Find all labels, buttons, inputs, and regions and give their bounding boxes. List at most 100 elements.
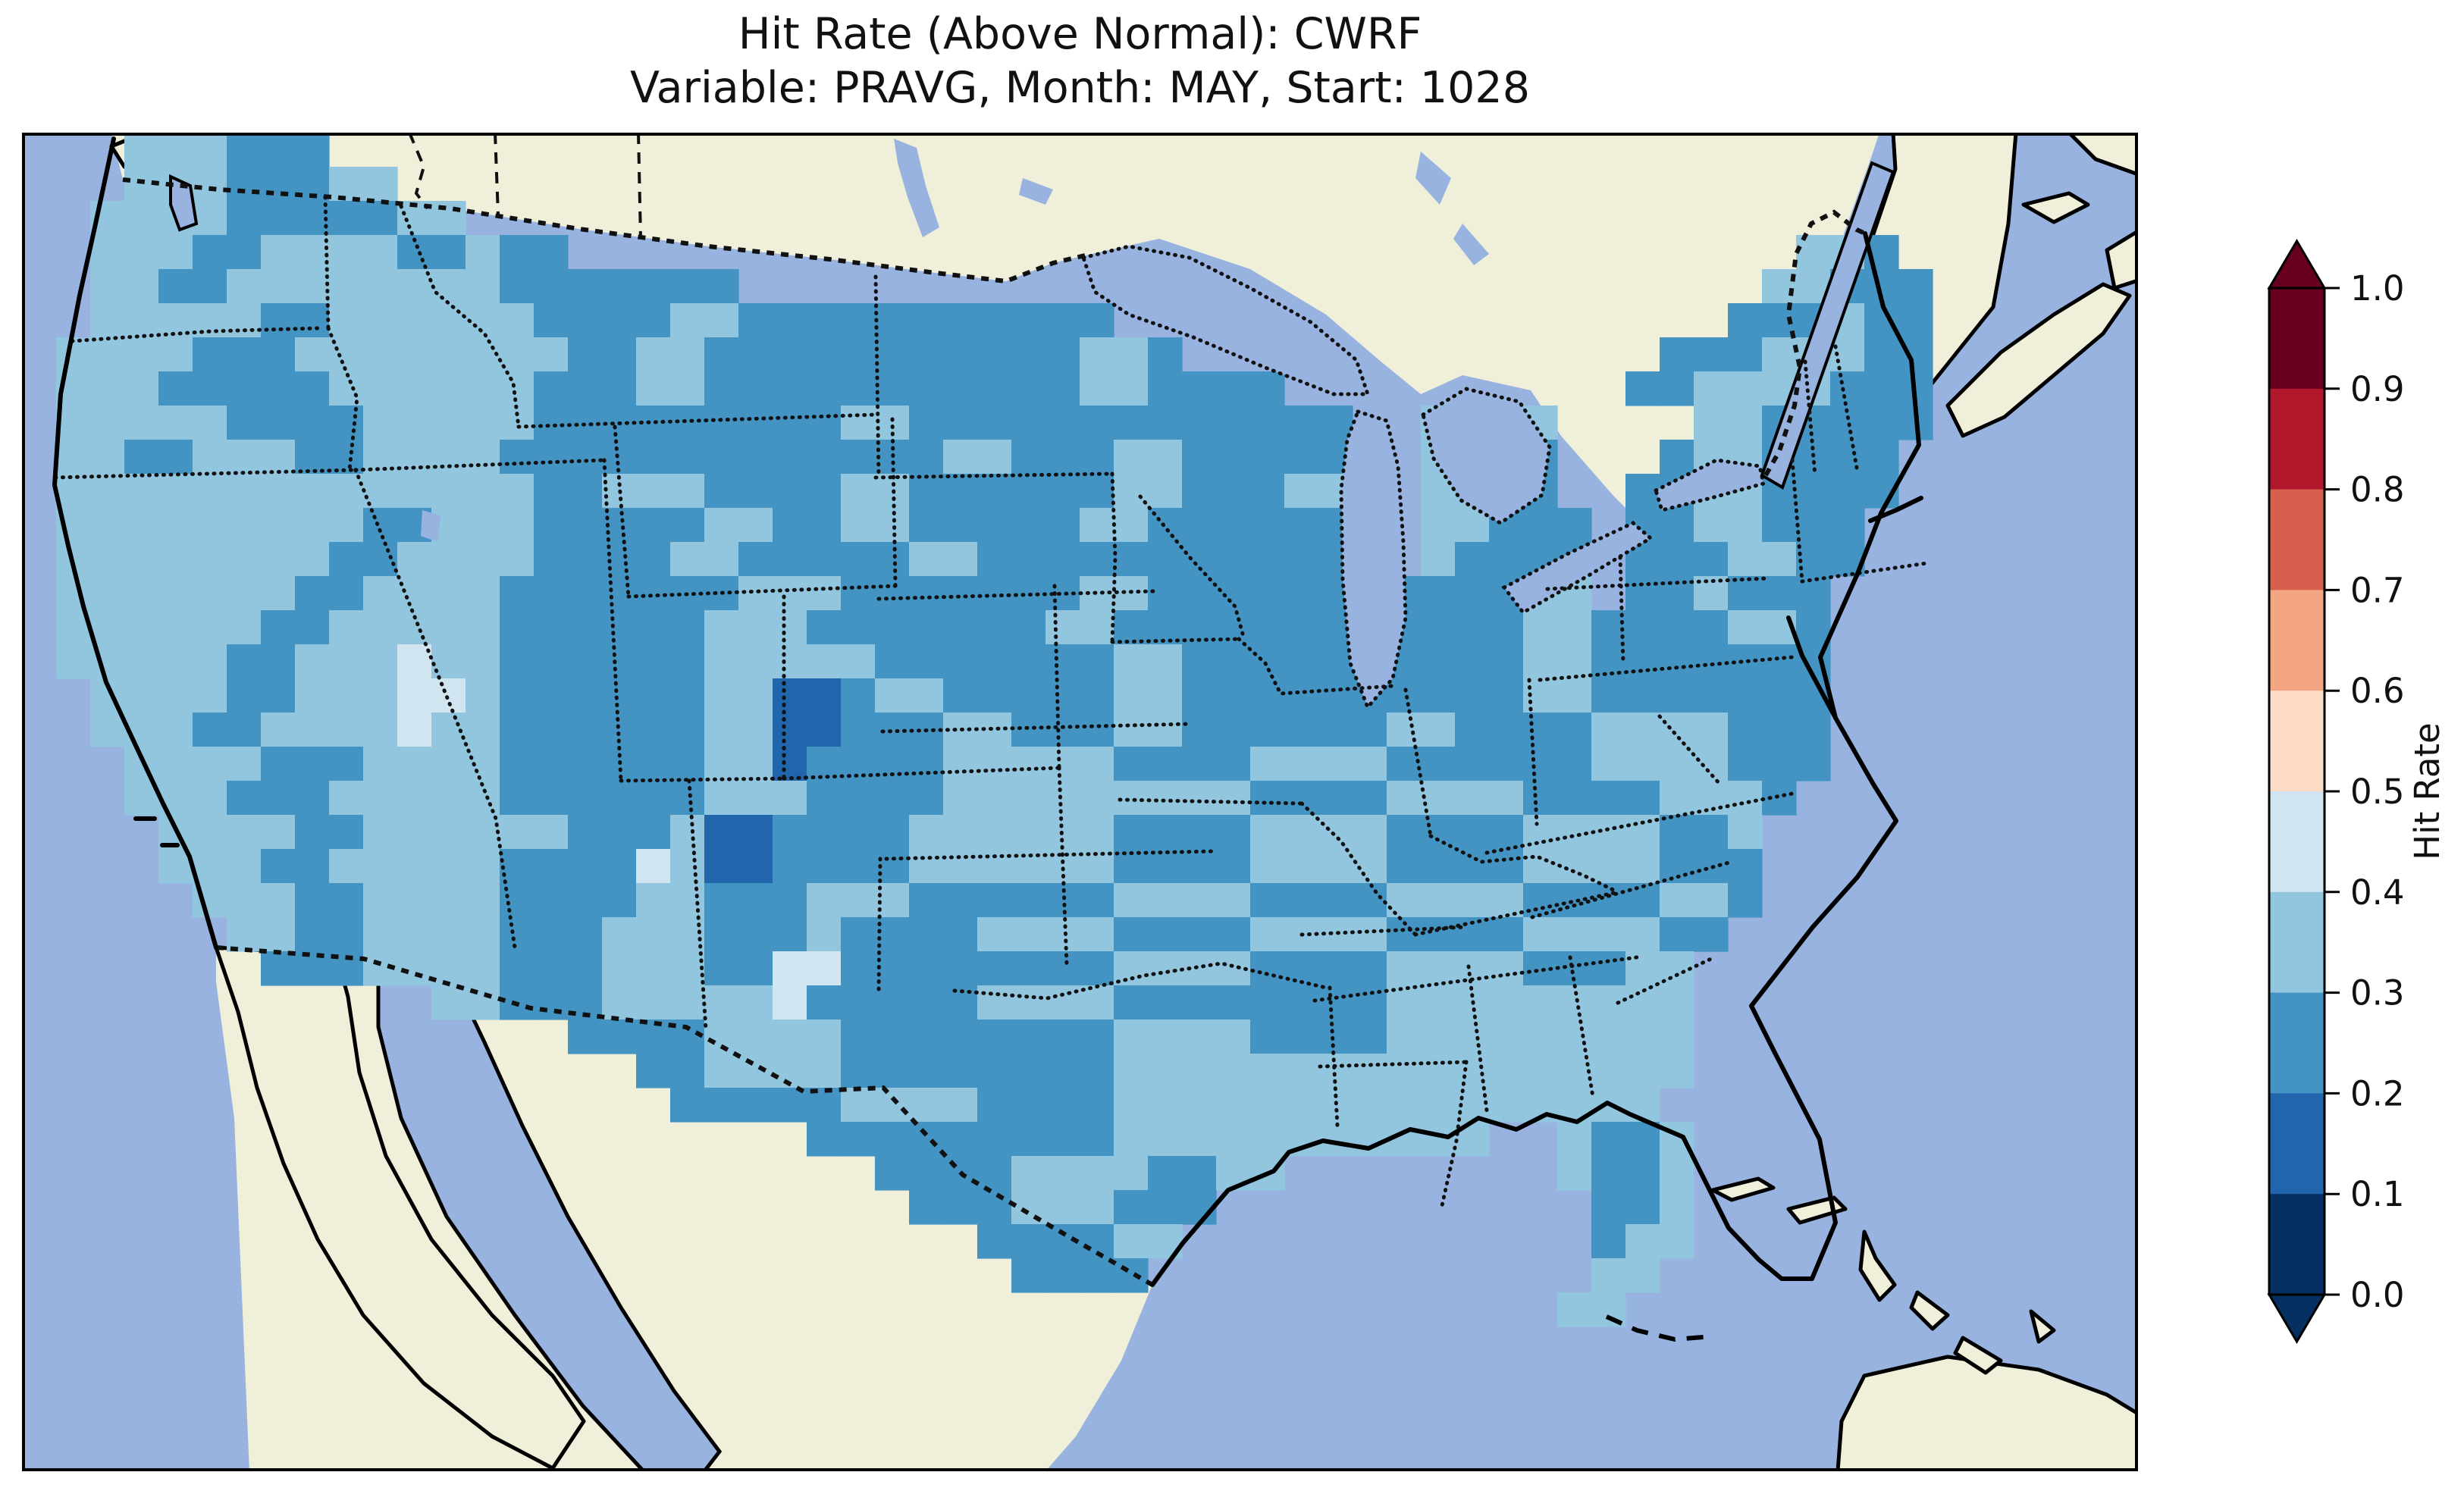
grid-cell xyxy=(738,1088,773,1123)
grid-cell xyxy=(1421,1122,1456,1157)
grid-cell xyxy=(193,781,227,816)
grid-cell xyxy=(943,337,978,372)
grid-cell xyxy=(431,576,466,611)
grid-cell xyxy=(227,474,262,509)
grid-cell xyxy=(261,951,296,986)
grid-cell xyxy=(1387,713,1422,747)
grid-cell xyxy=(466,644,500,679)
grid-cell xyxy=(704,1088,739,1123)
grid-cell xyxy=(261,576,296,611)
grid-cell xyxy=(158,406,193,440)
grid-cell xyxy=(1591,1019,1626,1054)
grid-cell xyxy=(534,883,569,918)
grid-cell xyxy=(1114,337,1149,372)
grid-cell xyxy=(636,1019,671,1054)
grid-cell xyxy=(1625,576,1660,611)
grid-cell xyxy=(431,542,466,577)
bahamas-island-5 xyxy=(2029,1309,2056,1344)
grid-cell xyxy=(602,849,637,884)
grid-cell xyxy=(1284,508,1319,543)
grid-cell xyxy=(568,542,603,577)
grid-cell xyxy=(431,201,466,236)
grid-cell xyxy=(875,815,910,850)
grid-cell xyxy=(875,337,910,372)
grid-cell xyxy=(943,371,978,406)
grid-cell xyxy=(1080,337,1114,372)
grid-cell xyxy=(1591,1054,1626,1088)
grid-cell xyxy=(943,951,978,986)
grid-cell xyxy=(397,815,432,850)
grid-cell xyxy=(670,542,705,577)
grid-cell xyxy=(909,1019,944,1054)
grid-cell xyxy=(1284,781,1319,816)
grid-cell xyxy=(1250,1019,1285,1054)
grid-cell xyxy=(1182,474,1217,509)
grid-cell xyxy=(1216,371,1251,406)
colorbar-segment xyxy=(2269,590,2324,691)
grid-cell xyxy=(1045,1122,1080,1157)
grid-cell xyxy=(466,781,500,816)
grid-cell xyxy=(1080,1019,1114,1054)
grid-cell xyxy=(1011,610,1046,645)
grid-cell xyxy=(193,576,227,611)
grid-cell xyxy=(1523,849,1558,884)
us-east-gulf-coastline xyxy=(1150,231,1921,1287)
grid-cell xyxy=(1421,576,1456,611)
grid-cell xyxy=(568,337,603,372)
grid-cell xyxy=(56,440,91,475)
grid-cell xyxy=(193,201,227,236)
grid-cell xyxy=(1353,1122,1387,1157)
colorbar-axis-label: Hit Rate xyxy=(2407,722,2447,860)
grid-cell xyxy=(977,1122,1012,1157)
grid-cell xyxy=(1660,508,1694,543)
grid-cell xyxy=(807,406,842,440)
grid-cell xyxy=(1080,713,1114,747)
grid-cell xyxy=(977,303,1012,338)
grid-cell xyxy=(227,269,262,304)
grid-cell xyxy=(1557,985,1592,1020)
grid-cell xyxy=(1318,678,1353,713)
grid-cell xyxy=(1625,678,1660,713)
grid-cell xyxy=(124,508,159,543)
colorbar-svg: 1.0 0.9 0.8 0.7 0.6 0.5 0.4 0.3 0.2 0.1 0.0 Hit Ra… xyxy=(2267,239,2447,1344)
grid-cell xyxy=(1387,1088,1422,1123)
grid-cell xyxy=(1182,747,1217,781)
grid-cell xyxy=(1114,406,1149,440)
grid-cell xyxy=(329,474,364,509)
grid-cell xyxy=(636,508,671,543)
grid-cell xyxy=(1284,1019,1319,1054)
grid-cell xyxy=(534,747,569,781)
grid-cell xyxy=(1762,644,1797,679)
grid-cell xyxy=(704,713,739,747)
grid-cell xyxy=(500,781,534,816)
grid-cell xyxy=(1216,406,1251,440)
grid-cell xyxy=(1216,815,1251,850)
grid-cell xyxy=(670,269,705,304)
grid-cell xyxy=(90,542,125,577)
grid-cell xyxy=(1045,917,1080,952)
grid-cell xyxy=(500,440,534,475)
grid-cell xyxy=(1421,815,1456,850)
grid-cell xyxy=(636,678,671,713)
grid-cell xyxy=(1011,747,1046,781)
grid-cell xyxy=(1250,1122,1285,1157)
grid-cell xyxy=(1148,406,1183,440)
grid-cell xyxy=(977,371,1012,406)
grid-cell xyxy=(397,781,432,816)
us-canada-border-east xyxy=(1763,209,1867,477)
grid-cell xyxy=(1489,747,1524,781)
grid-cell xyxy=(636,985,671,1020)
grid-cell xyxy=(124,337,159,372)
chart-title-block: Hit Rate (Above Normal): CWRF Variable: … xyxy=(22,8,2138,116)
grid-cell xyxy=(1762,337,1797,372)
grid-cell xyxy=(534,337,569,372)
grid-cell xyxy=(977,644,1012,679)
grid-cell xyxy=(909,644,944,679)
grid-cell xyxy=(1796,508,1831,543)
grid-cell xyxy=(841,951,876,986)
grid-cell xyxy=(1045,508,1080,543)
grid-cell xyxy=(841,440,876,475)
grid-cell xyxy=(773,406,807,440)
grid-cell xyxy=(295,883,330,918)
grid-cell xyxy=(943,815,978,850)
